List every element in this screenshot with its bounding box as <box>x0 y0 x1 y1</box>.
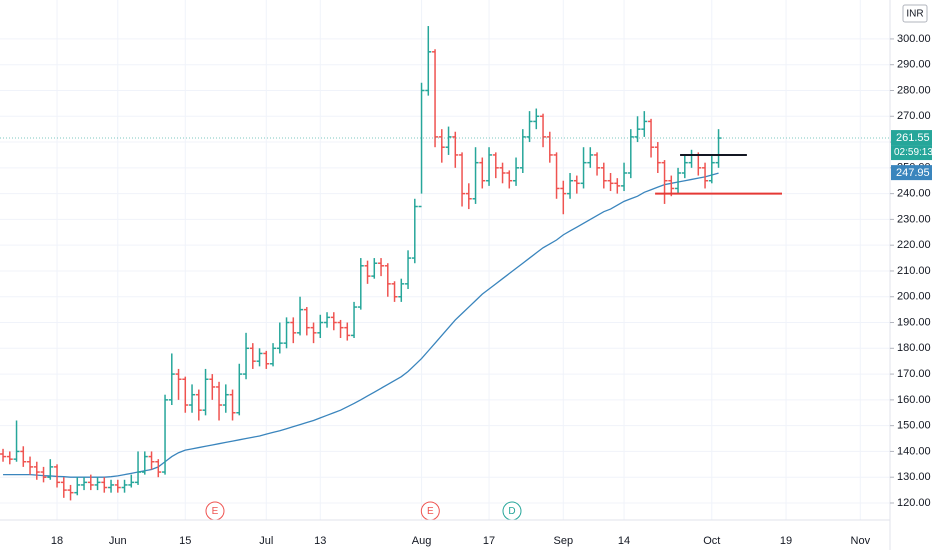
moving-average <box>3 172 719 478</box>
currency: INR <box>906 9 923 20</box>
y-tick-label: 220.00 <box>897 239 931 251</box>
currency-box <box>902 4 928 23</box>
y-tick-label: 230.00 <box>897 213 931 225</box>
x-tick-label: 17 <box>483 535 495 547</box>
axes: 120.00 130.00 140.00 150.00 160.00 170.00 180.… <box>51 33 932 547</box>
x-tick-label: Oct <box>703 535 720 547</box>
x-tick-label: 19 <box>780 535 792 547</box>
x-tick-label: Jun <box>109 535 127 547</box>
x-tick-label: Jul <box>259 535 273 547</box>
y-tick-label: 240.00 <box>897 188 931 200</box>
y-tick-label: 210.00 <box>897 265 931 277</box>
y-tick-label: 290.00 <box>897 59 931 71</box>
y-tick-label: 120.00 <box>897 497 931 509</box>
event-marker-label: D <box>508 506 515 517</box>
x-tick-label: 14 <box>618 535 630 547</box>
x-tick-label: Aug <box>412 535 432 547</box>
y-tick-label: 150.00 <box>897 420 931 432</box>
y-tick-label: 180.00 <box>897 342 931 354</box>
y-tick-label: 300.00 <box>897 33 931 45</box>
ma-label: 247.95 <box>896 167 930 179</box>
x-tick-label: 15 <box>179 535 191 547</box>
event-marker-label: E <box>427 506 434 517</box>
y-tick-label: 270.00 <box>897 110 931 122</box>
x-tick-label: 18 <box>51 535 63 547</box>
y-tick-label: 160.00 <box>897 394 931 406</box>
last-price-badge <box>891 130 932 146</box>
y-tick-label: 200.00 <box>897 291 931 303</box>
y-tick-label: 140.00 <box>897 445 931 457</box>
y-tick-label: 190.00 <box>897 316 931 328</box>
countdown-label: 02:59:13 <box>894 147 932 158</box>
last-price-label: 261.55 <box>896 132 930 144</box>
countdown-badge <box>891 145 932 161</box>
x-tick-label: 13 <box>314 535 326 547</box>
ma-badge <box>891 165 932 181</box>
grid <box>0 0 890 520</box>
y-tick-label: 130.00 <box>897 471 931 483</box>
event-marker-label: E <box>212 506 219 517</box>
x-tick-label: Nov <box>851 535 871 547</box>
y-tick-label: 170.00 <box>897 368 931 380</box>
y-tick-label: 280.00 <box>897 84 931 96</box>
x-tick-label: Sep <box>554 535 574 547</box>
